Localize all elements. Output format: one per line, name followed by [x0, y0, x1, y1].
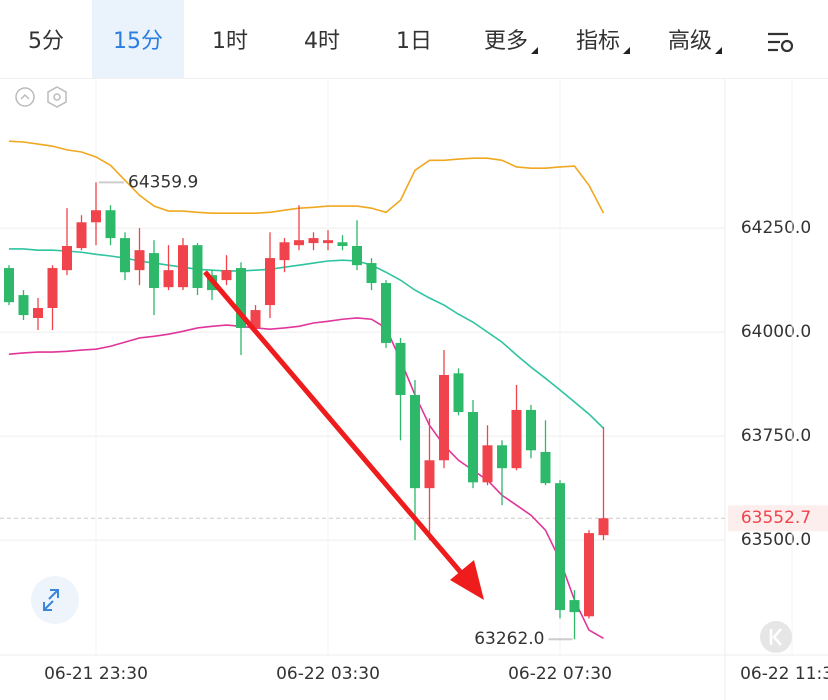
max-label: 64359.9	[128, 172, 198, 192]
x-tick-label: 06-22 11:30	[740, 664, 828, 684]
candle-body	[192, 245, 203, 289]
x-tick-label: 06-21 23:30	[44, 664, 148, 684]
dropdown-caret	[623, 47, 630, 54]
candle-body	[337, 242, 348, 247]
candle-body	[453, 373, 464, 413]
candle-body	[294, 240, 304, 246]
candle-body	[47, 268, 58, 309]
period-tab[interactable]: 指标	[552, 0, 644, 78]
candle-body	[555, 483, 565, 611]
y-tick-label: 63500.0	[741, 530, 811, 550]
tab-label: 4时	[304, 29, 340, 54]
period-tab[interactable]: 5分	[0, 0, 92, 78]
candle-body	[323, 240, 333, 244]
period-tabs: 5分 15分 1时 4时 1日 更多 指标 高级	[0, 0, 828, 79]
candle-body	[91, 210, 101, 223]
candle-body	[482, 445, 493, 483]
band-line	[8, 317, 604, 640]
candle-body	[439, 374, 449, 461]
band-line	[9, 248, 605, 429]
candle-body	[410, 394, 420, 489]
min-label: 63262.0	[474, 629, 544, 649]
tab-label: 5分	[28, 29, 64, 54]
period-tab[interactable]: 高级	[644, 0, 736, 78]
last-price-badge	[728, 505, 828, 532]
collapse-icon[interactable]	[15, 87, 35, 107]
candle-body	[76, 222, 87, 249]
dropdown-caret	[715, 47, 722, 54]
tab-label: 指标	[575, 29, 620, 54]
candle-body	[381, 283, 391, 343]
trend-arrow	[203, 270, 484, 600]
y-tick-label: 64250.0	[741, 218, 811, 238]
candle-body	[366, 263, 377, 284]
last-price-label: 63552.7	[741, 508, 811, 528]
period-tab[interactable]: 4时	[276, 0, 368, 78]
candle-body	[33, 308, 43, 318]
x-tick-label: 06-22 03:30	[276, 664, 380, 684]
candle-body	[308, 238, 319, 244]
band-line	[8, 140, 605, 214]
tab-label: 15分	[113, 29, 163, 54]
latest-button[interactable]	[760, 621, 792, 653]
tab-label: 高级	[667, 29, 712, 54]
tab-label: 更多	[483, 29, 528, 54]
expand-button[interactable]	[31, 576, 79, 624]
candle-body	[497, 445, 507, 469]
candle-body	[395, 342, 406, 395]
period-tab[interactable]: 1时	[184, 0, 276, 78]
candle-body	[178, 245, 188, 288]
candle-body	[221, 270, 232, 281]
y-tick-label: 64000.0	[741, 322, 811, 342]
candle-body	[265, 258, 275, 306]
candle-body	[4, 268, 14, 303]
settings-icon[interactable]	[768, 32, 794, 53]
period-tab[interactable]: 更多	[460, 0, 552, 78]
period-tab[interactable]: 1日	[368, 0, 460, 78]
candle-body	[424, 460, 435, 489]
tab-label: 1日	[396, 29, 432, 54]
candle-body	[279, 242, 290, 261]
candle-body	[352, 246, 362, 266]
candle-body	[584, 533, 594, 617]
y-tick-label: 63750.0	[741, 426, 811, 446]
candle-body	[18, 295, 29, 316]
candle-body	[526, 409, 536, 451]
candle-body	[468, 412, 478, 483]
candle-body	[134, 250, 145, 271]
indicator-icon[interactable]	[47, 86, 67, 108]
candle-body	[540, 451, 551, 484]
candle-body	[149, 253, 159, 289]
candle-body	[120, 238, 130, 273]
candle-body	[569, 600, 580, 613]
candle-body	[163, 270, 174, 288]
dropdown-caret	[531, 47, 538, 54]
candle-body	[511, 409, 522, 469]
candle-body	[62, 246, 72, 271]
candle-body	[598, 518, 609, 536]
tab-label: 1时	[212, 29, 248, 54]
candle-body	[250, 310, 261, 328]
candle-body	[236, 268, 246, 328]
x-tick-label: 06-22 07:30	[508, 664, 612, 684]
candle-body	[105, 210, 116, 239]
period-tab[interactable]: 15分	[92, 0, 184, 78]
